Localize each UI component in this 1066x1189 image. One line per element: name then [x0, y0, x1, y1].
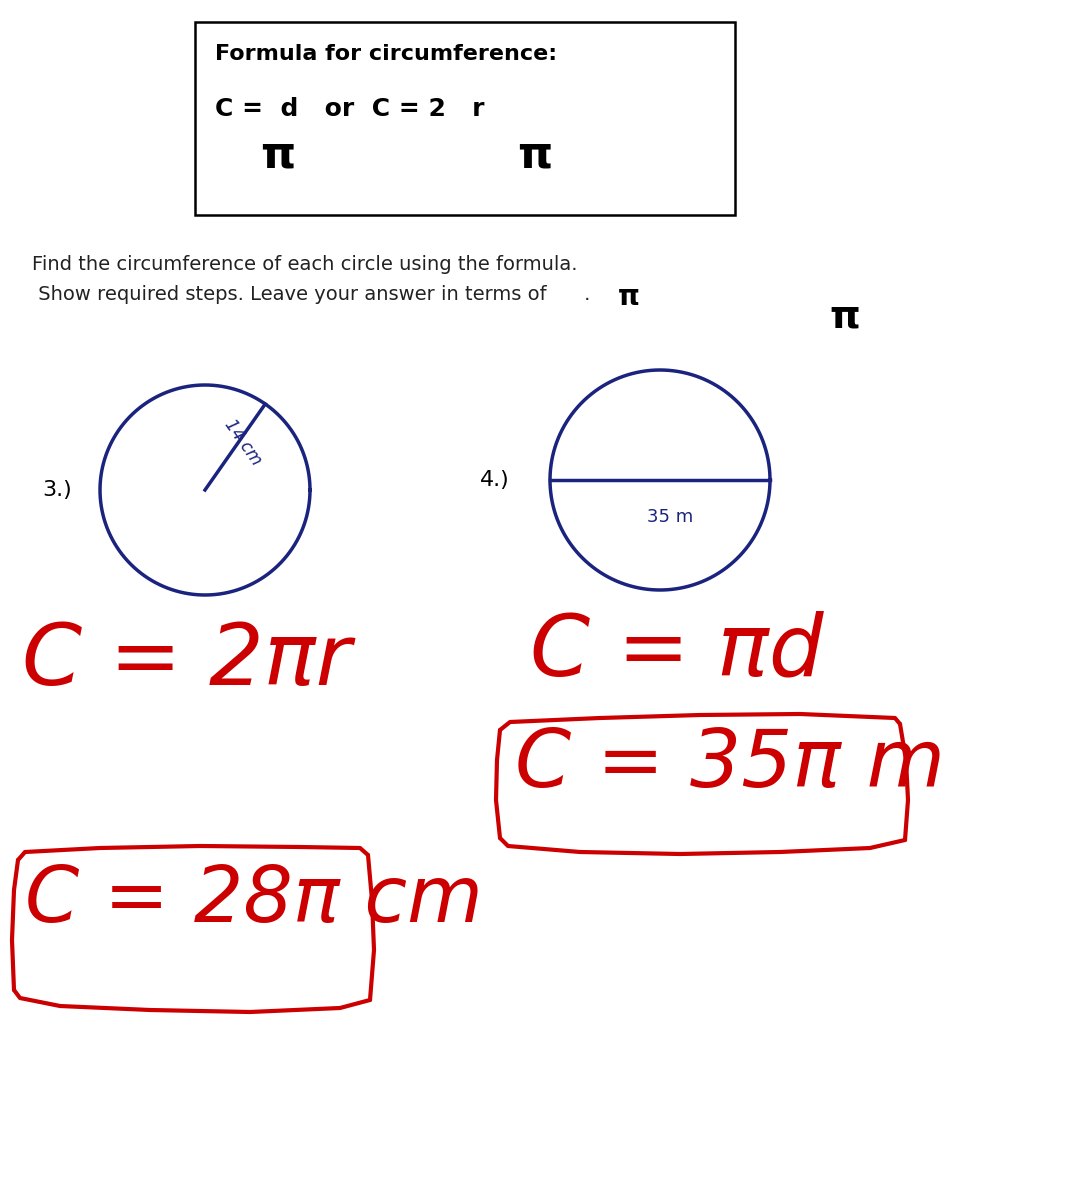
Text: C =  d   or  C = 2   r: C = d or C = 2 r: [215, 97, 485, 121]
Text: C = πd: C = πd: [530, 610, 824, 693]
Text: π: π: [618, 283, 640, 312]
Text: 14 cm: 14 cm: [221, 416, 265, 468]
Text: C = 2πr: C = 2πr: [22, 619, 351, 703]
Text: π: π: [517, 134, 552, 177]
Text: Find the circumference of each circle using the formula.: Find the circumference of each circle us…: [32, 254, 578, 273]
Text: π: π: [260, 134, 295, 177]
Text: Show required steps. Leave your answer in terms of      .: Show required steps. Leave your answer i…: [32, 285, 591, 304]
Text: 4.): 4.): [480, 470, 510, 490]
Text: 3.): 3.): [42, 480, 71, 501]
Text: Formula for circumference:: Formula for circumference:: [215, 44, 558, 64]
Text: C = 35π m: C = 35π m: [515, 726, 944, 804]
Bar: [195, 23, 734, 215]
Text: C = 28π cm: C = 28π cm: [25, 862, 483, 938]
Text: π: π: [829, 298, 860, 336]
Text: 35 m: 35 m: [647, 508, 693, 526]
